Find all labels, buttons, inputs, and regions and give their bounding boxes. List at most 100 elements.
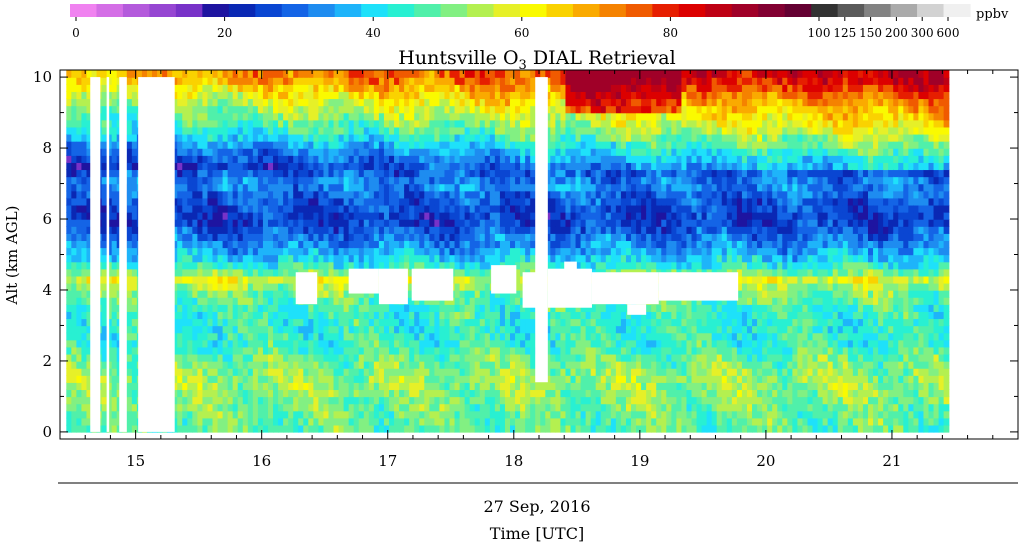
- heatmap-cell: [343, 162, 350, 171]
- heatmap-cell: [227, 282, 234, 291]
- heatmap-cell: [399, 183, 405, 192]
- heatmap-cell: [484, 382, 491, 391]
- heatmap-cell: [222, 311, 229, 320]
- heatmap-cell: [177, 332, 183, 341]
- heatmap-cell: [293, 77, 299, 85]
- heatmap-cell: [106, 197, 113, 206]
- heatmap-cell: [424, 382, 431, 391]
- heatmap-cell: [187, 268, 194, 277]
- heatmap-cell: [409, 162, 415, 171]
- heatmap-cell: [313, 332, 320, 341]
- heatmap-cell: [469, 417, 476, 426]
- heatmap-cell: [111, 346, 118, 355]
- heatmap-cell: [323, 219, 330, 227]
- heatmap-cell: [192, 353, 199, 362]
- heatmap-cell: [247, 190, 254, 199]
- heatmap-cell: [479, 140, 486, 149]
- heatmap-cell: [267, 382, 274, 391]
- heatmap-cell: [192, 91, 199, 100]
- heatmap-cell: [494, 410, 501, 419]
- heatmap-cell: [424, 339, 431, 348]
- heatmap-cell: [439, 162, 446, 171]
- heatmap-cell: [313, 98, 320, 107]
- heatmap-cell: [303, 91, 310, 100]
- heatmap-cell: [278, 368, 284, 376]
- heatmap-cell: [479, 339, 486, 348]
- heatmap-cell: [383, 84, 390, 92]
- heatmap-cell: [515, 368, 521, 376]
- heatmap-cell: [273, 70, 279, 78]
- heatmap-cell: [222, 410, 229, 419]
- heatmap-cell: [409, 353, 415, 362]
- heatmap-cell: [454, 368, 461, 376]
- heatmap-cell: [510, 233, 516, 242]
- heatmap-cell: [242, 275, 249, 284]
- heatmap-cell: [267, 353, 274, 362]
- heatmap-cell: [484, 417, 491, 426]
- heatmap-cell: [358, 77, 365, 85]
- heatmap-cell: [424, 70, 431, 78]
- heatmap-cell: [131, 304, 138, 312]
- heatmap-cell: [348, 77, 355, 85]
- heatmap-cell: [530, 417, 536, 426]
- heatmap-cell: [373, 353, 380, 362]
- heatmap-cell: [192, 148, 199, 156]
- heatmap-cell: [247, 247, 254, 256]
- heatmap-cell: [494, 162, 501, 171]
- heatmap-cell: [197, 297, 204, 305]
- heatmap-cell: [479, 375, 486, 383]
- heatmap-cell: [504, 176, 511, 185]
- heatmap-cell: [76, 197, 83, 206]
- heatmap-cell: [252, 254, 259, 263]
- heatmap-cell: [111, 176, 118, 185]
- heatmap-cell: [207, 91, 214, 100]
- heatmap-cell: [383, 368, 390, 376]
- heatmap-cell: [530, 162, 536, 171]
- heatmap-cell: [464, 112, 471, 121]
- heatmap-cell: [520, 254, 526, 263]
- heatmap-cell: [298, 98, 304, 107]
- heatmap-cell: [267, 332, 274, 341]
- heatmap-cell: [358, 247, 365, 256]
- heatmap-cell: [222, 183, 229, 192]
- heatmap-cell: [172, 240, 178, 249]
- heatmap-cell: [449, 389, 456, 398]
- heatmap-cell: [267, 410, 274, 419]
- heatmap-cell: [439, 204, 446, 213]
- heatmap-cell: [247, 325, 254, 334]
- heatmap-cell: [308, 240, 315, 249]
- heatmap-cell: [257, 105, 264, 114]
- heatmap-cell: [409, 112, 415, 121]
- heatmap-cell: [242, 346, 249, 355]
- heatmap-cell: [76, 353, 83, 362]
- heatmap-cell: [323, 84, 330, 92]
- heatmap-cell: [439, 190, 446, 199]
- heatmap-cell: [323, 77, 330, 85]
- heatmap-cell: [343, 297, 350, 305]
- heatmap-cell: [323, 346, 330, 355]
- heatmap-cell: [414, 360, 420, 369]
- heatmap-cell: [217, 155, 224, 163]
- heatmap-cell: [217, 396, 224, 405]
- heatmap-cell: [71, 133, 78, 142]
- heatmap-cell: [414, 318, 420, 327]
- heatmap-cell: [520, 162, 526, 171]
- heatmap-cell: [328, 240, 335, 249]
- heatmap-cell: [106, 112, 113, 121]
- heatmap-cell: [343, 77, 350, 85]
- heatmap-cell: [207, 325, 214, 334]
- heatmap-cell: [479, 233, 486, 242]
- heatmap-cell: [172, 148, 178, 156]
- heatmap-cell: [257, 211, 264, 220]
- heatmap-cell: [126, 148, 133, 156]
- heatmap-cell: [86, 410, 93, 419]
- heatmap-cell: [303, 183, 310, 192]
- heatmap-cell: [383, 77, 390, 85]
- heatmap-cell: [232, 84, 239, 92]
- heatmap-cell: [86, 261, 93, 270]
- heatmap-cell: [484, 70, 491, 78]
- heatmap-cell: [197, 226, 204, 234]
- heatmap-cell: [409, 403, 415, 412]
- heatmap-cell: [283, 84, 289, 92]
- heatmap-cell: [71, 410, 78, 419]
